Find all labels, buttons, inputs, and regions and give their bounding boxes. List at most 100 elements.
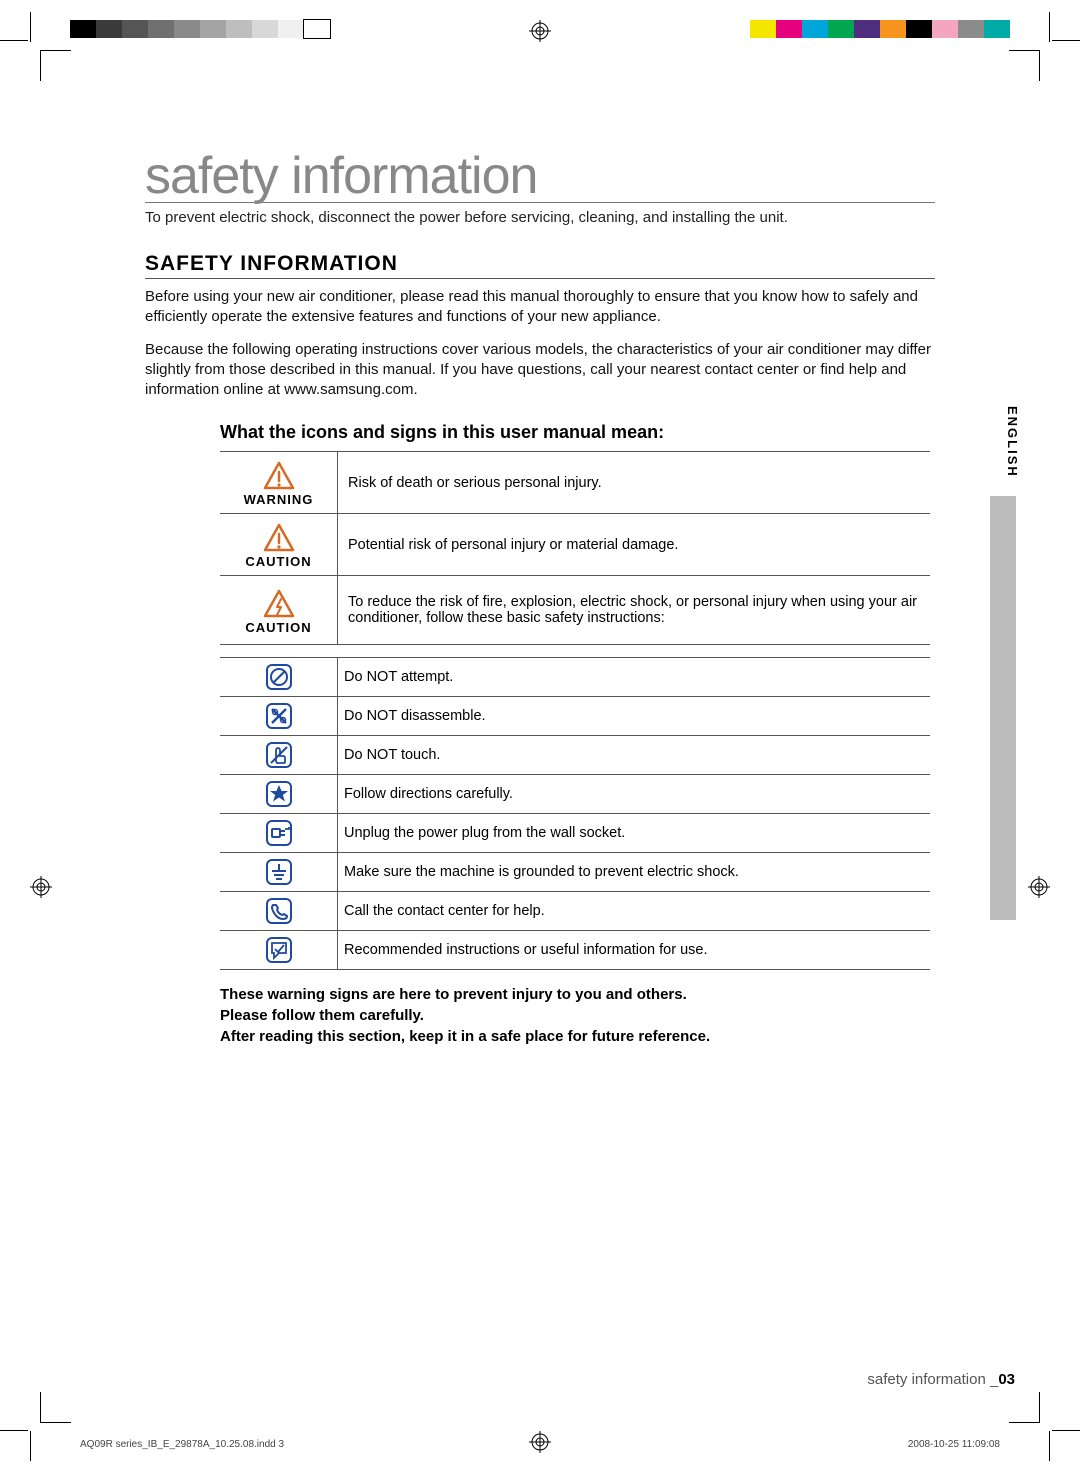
paragraph: Because the following operating instruct… (145, 340, 935, 401)
crop-mark (1009, 50, 1040, 81)
icon-caption: WARNING (226, 492, 331, 507)
table-row: Do NOT attempt. (220, 658, 930, 697)
table-row: Do NOT touch. (220, 736, 930, 775)
no-touch-icon (265, 741, 293, 769)
language-tab-bar (990, 496, 1016, 920)
crop-mark (1052, 40, 1080, 41)
registration-target-icon (529, 20, 551, 42)
footnote-line: These warning signs are here to prevent … (220, 984, 935, 1005)
description-cell: Make sure the machine is grounded to pre… (338, 853, 931, 892)
table-row: CAUTION To reduce the risk of fire, explo… (220, 576, 930, 645)
section-heading: SAFETY INFORMATION (145, 252, 935, 279)
description-cell: Unplug the power plug from the wall sock… (338, 814, 931, 853)
description-cell: Risk of death or serious personal injury… (338, 452, 931, 514)
icon-cell (220, 736, 338, 775)
description-cell: Call the contact center for help. (338, 892, 931, 931)
icon-cell: WARNING (220, 452, 338, 514)
crop-mark (1052, 1430, 1080, 1431)
table-row: WARNING Risk of death or serious personal… (220, 452, 930, 514)
footer-page-number: 03 (998, 1371, 1015, 1388)
registration-target-icon (529, 1431, 551, 1453)
description-cell: Potential risk of personal injury or mat… (338, 514, 931, 576)
footnote-line: Please follow them carefully. (220, 1005, 935, 1026)
warning-triangle-icon (263, 522, 295, 552)
page-title: safety information (145, 150, 935, 203)
footer-section-name: safety information _ (867, 1371, 998, 1388)
paragraph: Before using your new air conditioner, p… (145, 287, 935, 328)
table-row: Recommended instructions or useful infor… (220, 931, 930, 970)
language-label: ENGLISH (980, 400, 1020, 496)
color-swatch (750, 20, 776, 38)
crop-mark (30, 1431, 31, 1461)
crop-mark (40, 1392, 71, 1423)
print-slug-right: 2008-10-25 11:09:08 (908, 1439, 1000, 1450)
icon-caption: CAUTION (226, 554, 331, 569)
color-swatch (96, 20, 122, 38)
language-tab: ENGLISH (980, 400, 1020, 920)
color-swatch (304, 20, 330, 38)
color-swatch (880, 20, 906, 38)
color-swatch (802, 20, 828, 38)
color-swatch (828, 20, 854, 38)
description-cell: Recommended instructions or useful infor… (338, 931, 931, 970)
unplug-icon (265, 819, 293, 847)
crop-mark (1049, 1431, 1050, 1461)
crop-mark (1009, 1392, 1040, 1423)
footnote-line: After reading this section, keep it in a… (220, 1026, 935, 1047)
document-page: ENGLISH safety information To prevent el… (0, 0, 1080, 1483)
print-slug-left: AQ09R series_IB_E_29878A_10.25.08.indd 3 (80, 1439, 284, 1450)
color-swatch (200, 20, 226, 38)
icon-cell (220, 658, 338, 697)
color-swatch (70, 20, 96, 38)
no-disassemble-icon (265, 702, 293, 730)
ground-icon (265, 858, 293, 886)
description-cell: Do NOT attempt. (338, 658, 931, 697)
color-swatch (776, 20, 802, 38)
icon-cell: CAUTION (220, 576, 338, 645)
color-swatch (148, 20, 174, 38)
footnotes: These warning signs are here to prevent … (220, 984, 935, 1047)
description-cell: Do NOT touch. (338, 736, 931, 775)
icon-cell (220, 775, 338, 814)
table-row: Call the contact center for help. (220, 892, 930, 931)
warning-triangle-icon (263, 460, 295, 490)
color-swatch (252, 20, 278, 38)
call-icon (265, 897, 293, 925)
icon-cell (220, 892, 338, 931)
registration-target-icon (30, 876, 52, 898)
icons-meaning-table-2: Do NOT attempt.Do NOT disassemble.Do NOT… (220, 657, 930, 970)
color-swatch (278, 20, 304, 38)
table-row: Do NOT disassemble. (220, 697, 930, 736)
table-title: What the icons and signs in this user ma… (220, 422, 930, 443)
color-swatch (174, 20, 200, 38)
table-row: Make sure the machine is grounded to pre… (220, 853, 930, 892)
color-swatch (932, 20, 958, 38)
no-attempt-icon (265, 663, 293, 691)
page-subtitle: To prevent electric shock, disconnect th… (145, 209, 935, 226)
icons-meaning-table: WARNING Risk of death or serious personal… (220, 451, 930, 645)
table-row: Follow directions carefully. (220, 775, 930, 814)
icons-table-area: What the icons and signs in this user ma… (220, 422, 930, 970)
follow-icon (265, 780, 293, 808)
crop-mark (0, 40, 28, 41)
icon-cell (220, 853, 338, 892)
description-cell: To reduce the risk of fire, explosion, e… (338, 576, 931, 645)
content-area: safety information To prevent electric s… (145, 150, 935, 1047)
icon-cell (220, 931, 338, 970)
color-swatch (854, 20, 880, 38)
crop-mark (1049, 12, 1050, 42)
description-cell: Follow directions carefully. (338, 775, 931, 814)
table-row: Unplug the power plug from the wall sock… (220, 814, 930, 853)
crop-mark (0, 1430, 28, 1431)
color-swatch (122, 20, 148, 38)
icon-cell (220, 697, 338, 736)
caution-bolt-icon (263, 588, 295, 618)
info-icon (265, 936, 293, 964)
icon-cell: CAUTION (220, 514, 338, 576)
crop-mark (30, 12, 31, 42)
description-cell: Do NOT disassemble. (338, 697, 931, 736)
icon-caption: CAUTION (226, 620, 331, 635)
registration-target-icon (1028, 876, 1050, 898)
icon-cell (220, 814, 338, 853)
crop-mark (40, 50, 71, 81)
